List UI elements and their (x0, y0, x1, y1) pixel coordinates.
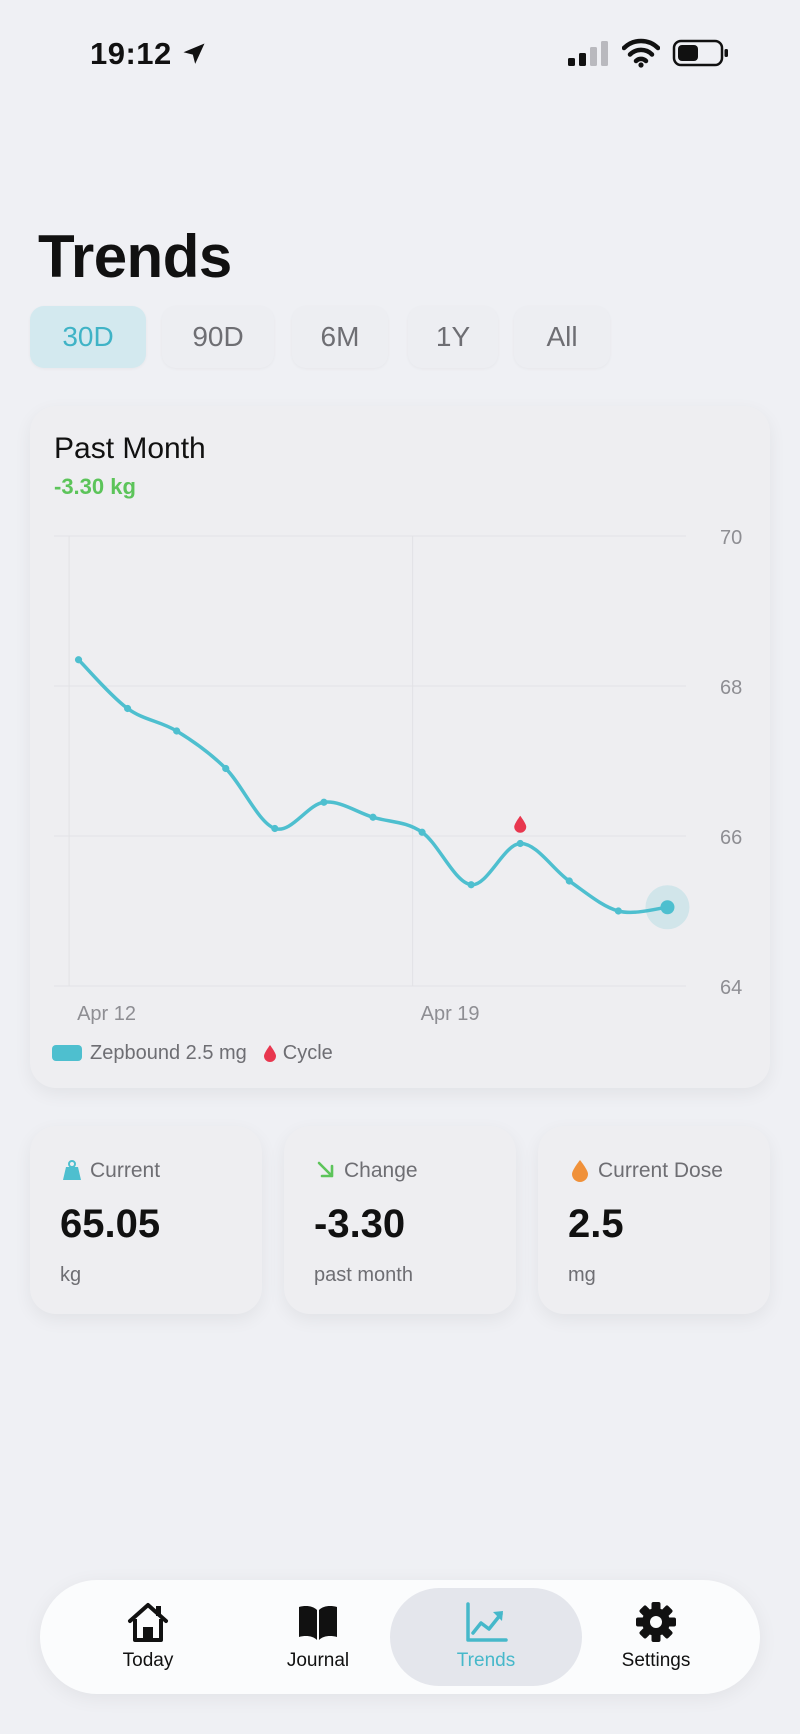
y-tick-label: 70 (720, 527, 742, 549)
scale-icon (63, 1160, 81, 1180)
gear-hole (650, 1616, 662, 1628)
data-point (516, 839, 524, 848)
range-tab-label: 6M (320, 321, 360, 352)
series-line (76, 658, 670, 915)
legend-series-label: Zepbound 2.5 mg (90, 1041, 247, 1064)
tab-bar: Today Journal Trends Settings (40, 1580, 760, 1694)
data-point (271, 824, 279, 833)
gear-icon (636, 1602, 676, 1642)
chart-delta: -3.30 kg (54, 474, 136, 499)
cycle-drop-icon (263, 1045, 276, 1062)
y-tick-label: 68 (720, 677, 742, 699)
x-tick-label: Apr 19 (421, 1003, 480, 1025)
range-tab-90d[interactable]: 90D (162, 306, 274, 368)
range-tab-6m[interactable]: 6M (292, 306, 388, 368)
range-tab-label: All (546, 321, 578, 352)
chart-icon (466, 1602, 508, 1642)
data-point (320, 798, 328, 806)
stat-card-change[interactable]: Change -3.30 past month (284, 1126, 516, 1314)
y-tick-label: 66 (720, 827, 742, 849)
data-point (124, 704, 132, 713)
wifi-icon (622, 38, 660, 68)
tab-journal[interactable]: Journal (222, 1588, 414, 1686)
data-point (467, 881, 475, 889)
data-point (173, 727, 181, 735)
range-tab-1y[interactable]: 1Y (408, 306, 498, 368)
stat-card-current-dose[interactable]: Current Dose 2.5 mg (538, 1126, 770, 1314)
x-tick-label: Apr 12 (77, 1003, 136, 1025)
y-tick-label: 64 (720, 977, 742, 999)
range-tab-all[interactable]: All (514, 306, 610, 368)
stat-label: Current Dose (598, 1159, 723, 1182)
range-tab-30d[interactable]: 30D (30, 306, 146, 368)
data-point (418, 828, 426, 836)
stat-label: Current (90, 1159, 161, 1182)
range-tab-label: 30D (62, 321, 114, 352)
tab-today[interactable]: Today (52, 1588, 244, 1686)
chart-legend: Zepbound 2.5 mg Cycle (52, 1040, 333, 1066)
stat-unit: past month (314, 1264, 413, 1286)
stat-label: Change (344, 1159, 418, 1182)
latest-point (660, 900, 675, 915)
legend-swatch (52, 1045, 82, 1061)
battery-icon (672, 39, 728, 67)
tab-label: Settings (621, 1650, 691, 1671)
tab-label: Trends (456, 1650, 516, 1671)
stat-value: -3.30 (314, 1202, 406, 1246)
data-point (369, 813, 377, 821)
data-point (74, 656, 83, 664)
stat-card-current[interactable]: Current 65.05 kg (30, 1126, 262, 1314)
location-arrow-icon (183, 43, 205, 64)
tab-label: Journal (286, 1650, 350, 1671)
cellular-signal-icon (568, 41, 608, 66)
stat-value: 65.05 (60, 1202, 161, 1246)
data-point (614, 907, 622, 915)
status-time: 19:12 (90, 36, 172, 71)
data-point (565, 877, 573, 885)
cycle-marker-drop (514, 815, 527, 833)
tab-label: Today (122, 1650, 174, 1671)
tab-settings[interactable]: Settings (560, 1588, 752, 1686)
status-bar: 19:12 (0, 0, 800, 110)
data-point (222, 764, 230, 773)
stat-unit: mg (568, 1264, 596, 1286)
weight-chart-card: Past Month -3.30 kg 64 66 68 70 Apr 12 Apr 19… (30, 406, 770, 1088)
stat-value: 2.5 (568, 1202, 624, 1246)
legend-cycle-label: Cycle (282, 1041, 333, 1064)
chart-title: Past Month (54, 432, 206, 465)
stat-unit: kg (60, 1264, 82, 1286)
range-tab-label: 90D (192, 321, 244, 352)
house-icon (128, 1603, 168, 1642)
tab-trends[interactable]: Trends (390, 1588, 582, 1686)
arrow-down-right-icon (317, 1161, 334, 1178)
page-title: Trends (38, 223, 232, 290)
range-tab-label: 1Y (435, 321, 471, 352)
drop-icon (572, 1160, 588, 1182)
weight-line-chart[interactable]: 64 66 68 70 Apr 12 Apr 19 (30, 406, 770, 1088)
book-icon (299, 1606, 337, 1640)
